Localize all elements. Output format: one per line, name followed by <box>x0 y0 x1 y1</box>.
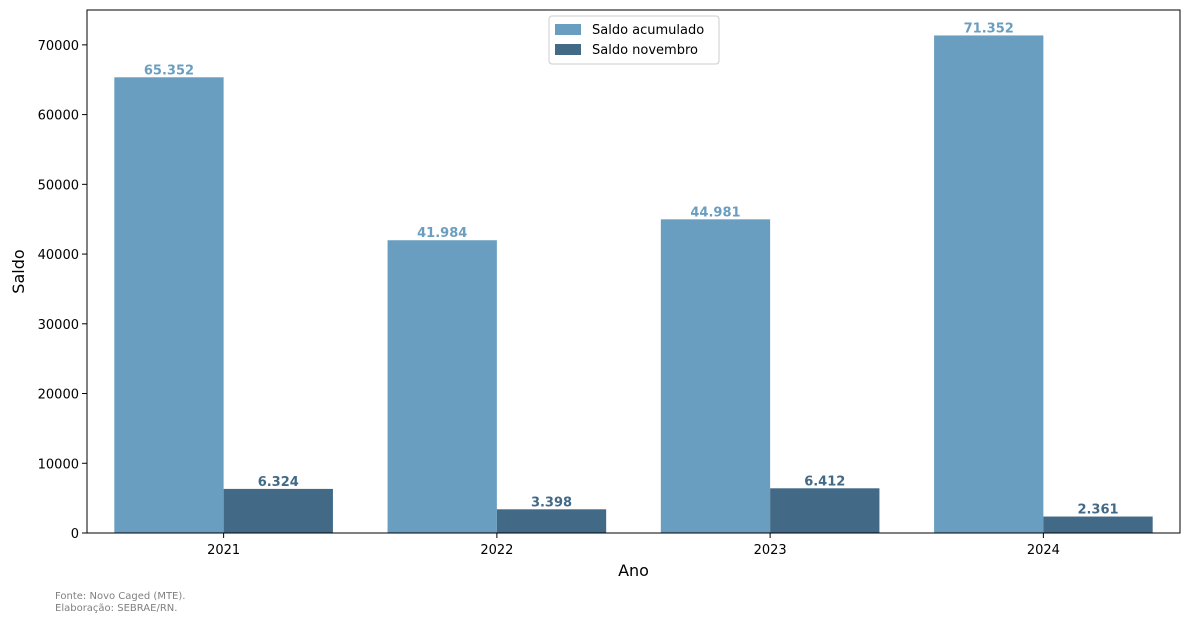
credit-note: Elaboração: SEBRAE/RN. <box>55 603 178 614</box>
chart-footer: Fonte: Novo Caged (MTE). Elaboração: SEB… <box>55 591 185 615</box>
y-tick-label: 70000 <box>38 39 79 54</box>
legend-box <box>548 15 720 65</box>
y-tick-label: 0 <box>71 527 79 542</box>
data-label: 65.352 <box>144 63 194 78</box>
x-axis-label: Ano <box>618 561 649 580</box>
data-label: 71.352 <box>964 21 1014 36</box>
source-note: Fonte: Novo Caged (MTE). <box>55 591 186 602</box>
x-tick-label: 2021 <box>207 543 240 558</box>
x-tick-label: 2024 <box>1027 543 1060 558</box>
data-label: 6.412 <box>804 474 845 489</box>
y-axis-label: Saldo <box>9 249 28 293</box>
y-tick-label: 20000 <box>38 388 79 403</box>
legend-swatch <box>555 24 581 35</box>
data-label: 6.324 <box>258 475 299 490</box>
data-label: 3.398 <box>531 495 572 510</box>
plot-frame <box>86 9 1181 534</box>
bar-chart: 65.352 41.984 44.981 71.352 6.324 3.398 6.412 2… <box>9 9 1181 580</box>
y-tick-label: 40000 <box>38 248 79 263</box>
data-label: 41.984 <box>417 226 467 241</box>
bar-2022-series-2[interactable] <box>496 509 607 533</box>
y-tick-label: 10000 <box>38 457 79 472</box>
bar-2021-series-2[interactable] <box>223 488 333 533</box>
bar-2022-series-1[interactable] <box>387 240 497 534</box>
bar-2024-series-1[interactable] <box>934 35 1044 533</box>
y-tick-label: 60000 <box>38 109 79 124</box>
bar-2023-series-1[interactable] <box>660 219 771 533</box>
x-tick-label: 2023 <box>754 543 787 558</box>
y-tick-label: 50000 <box>38 178 79 193</box>
legend-label: Saldo novembro <box>592 43 698 58</box>
bar-2021-series-1[interactable] <box>114 77 224 533</box>
x-tick-label: 2022 <box>480 543 513 558</box>
data-label: 44.981 <box>690 205 740 220</box>
legend-label: Saldo acumulado <box>592 23 704 38</box>
bar-2023-series-2[interactable] <box>770 488 880 533</box>
y-tick-label: 30000 <box>38 318 79 333</box>
data-label: 2.361 <box>1077 503 1118 518</box>
bar-2024-series-2[interactable] <box>1043 516 1153 533</box>
legend-swatch <box>555 44 581 55</box>
